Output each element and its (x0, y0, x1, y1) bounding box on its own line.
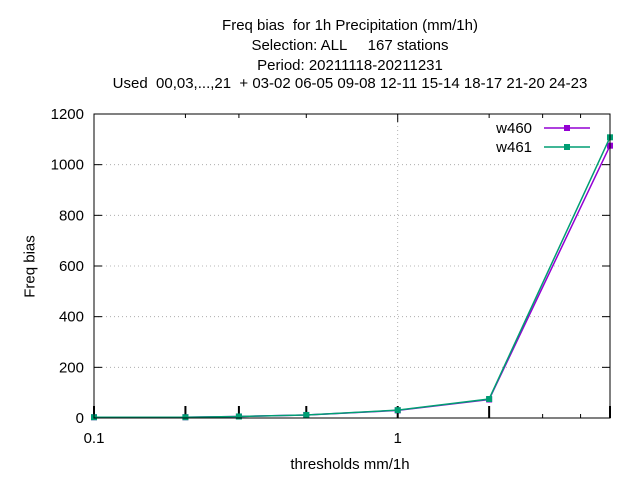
legend-label-w461: w461 (495, 139, 532, 156)
chart-title-line-2: Selection: ALL 167 stations (251, 37, 449, 54)
chart-title-line-3: Period: 20211118-20211231 (257, 57, 443, 74)
plot-frame (93, 113, 611, 419)
data-point-w461 (235, 413, 242, 420)
y-tick-label: 1200 (51, 106, 84, 123)
data-point-w461 (182, 414, 189, 421)
y-tick-label: 800 (59, 207, 84, 224)
x-tick-label: 0.1 (84, 430, 105, 447)
y-tick-label: 600 (59, 258, 84, 275)
y-tick-label: 0 (76, 410, 84, 427)
y-tick-label: 400 (59, 309, 84, 326)
data-point-w461 (486, 396, 493, 402)
series-line-w460 (94, 145, 611, 418)
legend-label-w460: w460 (495, 120, 532, 137)
legend-marker-w460 (564, 125, 570, 131)
data-point-w461 (303, 411, 310, 418)
x-axis-label: thresholds mm/1h (290, 456, 410, 473)
y-tick-label: 200 (59, 359, 84, 376)
legend-marker-w461 (564, 144, 570, 150)
series-line-w461 (94, 136, 611, 418)
y-tick-label: 1000 (51, 157, 84, 174)
chart-title-line-1: Freq bias for 1h Precipitation (mm/1h) (222, 17, 478, 34)
x-tick-label: 1 (394, 430, 402, 447)
data-point-w461 (394, 407, 401, 414)
chart-title-line-4: Used 00,03,...,21 + 03-02 06-05 09-08 12… (112, 75, 588, 92)
